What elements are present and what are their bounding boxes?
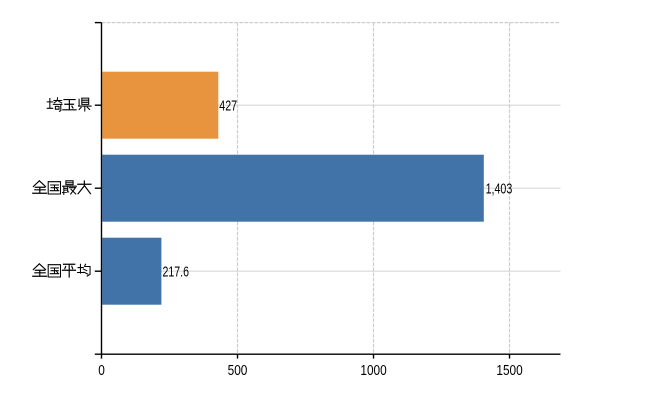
svg-text:1,403: 1,403 [486, 181, 513, 197]
svg-text:427: 427 [219, 98, 237, 114]
svg-text:217.6: 217.6 [163, 264, 190, 280]
svg-text:1000: 1000 [360, 363, 386, 379]
svg-text:500: 500 [228, 363, 248, 379]
svg-text:0: 0 [98, 363, 105, 379]
svg-text:1500: 1500 [496, 363, 522, 379]
